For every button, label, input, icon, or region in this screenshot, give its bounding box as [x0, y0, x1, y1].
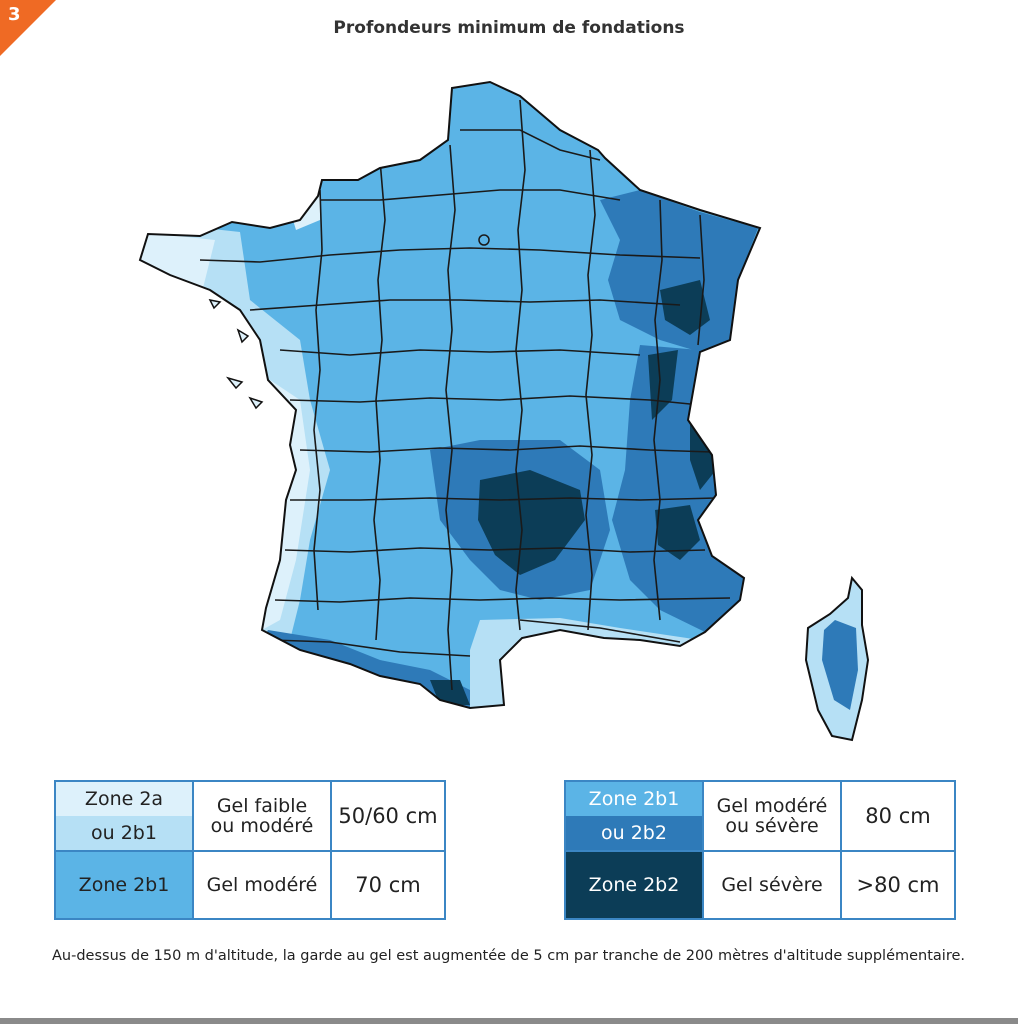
zone-2b2-dark-vosges — [660, 280, 710, 335]
island-2 — [236, 328, 250, 344]
bottom-bar — [0, 1018, 1018, 1024]
legend-frost-right-line1: Gel modéré — [716, 795, 828, 817]
legend-zone-2b2-bottom-label: ou 2b2 — [566, 816, 702, 850]
legend-frost-severe: Gel sévère — [702, 850, 842, 920]
legend-zone-2a-label: Zone 2a — [56, 782, 192, 816]
zone-2b2-dark-alps — [655, 505, 700, 560]
corner-badge — [0, 0, 56, 56]
legend-zone-2b2: Zone 2b2 — [564, 850, 704, 920]
zone-2a-brittany — [140, 230, 215, 300]
island-4 — [248, 396, 264, 410]
legend-frost-cell: Gel faible ou modéré — [192, 780, 332, 852]
legend-zone-2b1-label: ou 2b1 — [56, 816, 192, 850]
legend-depth-80: 80 cm — [840, 780, 956, 852]
island-3 — [225, 376, 244, 390]
legend-frost-moderate: Gel modéré — [192, 850, 332, 920]
page-title: Profondeurs minimum de fondations — [333, 18, 685, 38]
zone-2b2-dark-jura — [648, 350, 678, 420]
legend-frost-cell-right: Gel modéré ou sévère — [702, 780, 842, 852]
island-1 — [208, 298, 222, 310]
legend-depth-over-80: >80 cm — [840, 850, 956, 920]
altitude-note: Au-dessus de 150 m d'altitude, la garde … — [52, 948, 966, 964]
legend-frost-line1: Gel faible — [216, 795, 308, 817]
france-frost-map — [139, 81, 870, 742]
legend-depth-50-60: 50/60 cm — [330, 780, 446, 852]
legend-zone-2b1-2b2-cell: Zone 2b1 ou 2b2 — [564, 780, 704, 852]
legend-zone-2a-2b1-cell: Zone 2a ou 2b1 — [54, 780, 194, 852]
paris-marker — [478, 234, 490, 246]
zone-2b2-alps — [612, 345, 744, 632]
corsica-2b2-area — [822, 620, 858, 710]
legend-left: Zone 2a ou 2b1 Gel faible ou modéré 50/6… — [54, 780, 446, 920]
department-borders — [199, 99, 731, 691]
legend-right: Zone 2b1 ou 2b2 Gel modéré ou sévère 80 … — [564, 780, 956, 920]
legend-zone-2b1-top-label: Zone 2b1 — [566, 782, 702, 816]
legend-zone-2b1: Zone 2b1 — [54, 850, 194, 920]
zone-2b2-northeast — [600, 190, 758, 352]
legend-depth-70: 70 cm — [330, 850, 446, 920]
legend-frost-line2: ou modéré — [210, 815, 314, 837]
badge-number: 3 — [8, 4, 21, 25]
legend-frost-right-line2: ou sévère — [725, 815, 819, 837]
